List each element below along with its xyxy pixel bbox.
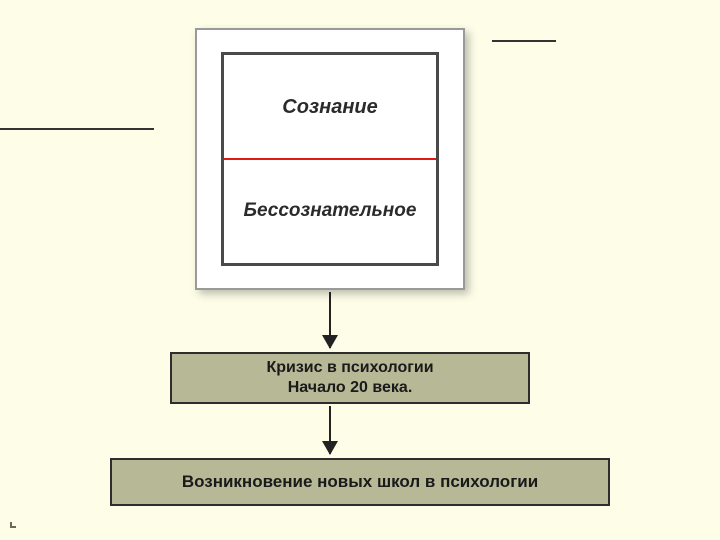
- crisis-line2: Начало 20 века.: [266, 378, 433, 398]
- concept-top-label: Сознание: [224, 55, 436, 159]
- hline-left: [0, 128, 154, 130]
- schools-text: Возникновение новых школ в психологии: [182, 471, 538, 492]
- concept-bottom-label: Бессознательное: [224, 159, 436, 263]
- concepts-panel: Сознание Бессознательное: [195, 28, 465, 290]
- schools-box: Возникновение новых школ в психологии: [110, 458, 610, 506]
- crisis-line1: Кризис в психологии: [266, 358, 433, 378]
- arrow-2: [329, 406, 331, 454]
- corner-mark-icon: [10, 522, 16, 528]
- hline-right: [492, 40, 556, 42]
- arrow-1: [329, 292, 331, 348]
- red-divider: [224, 158, 436, 160]
- concepts-square: Сознание Бессознательное: [221, 52, 439, 266]
- crisis-box: Кризис в психологии Начало 20 века.: [170, 352, 530, 404]
